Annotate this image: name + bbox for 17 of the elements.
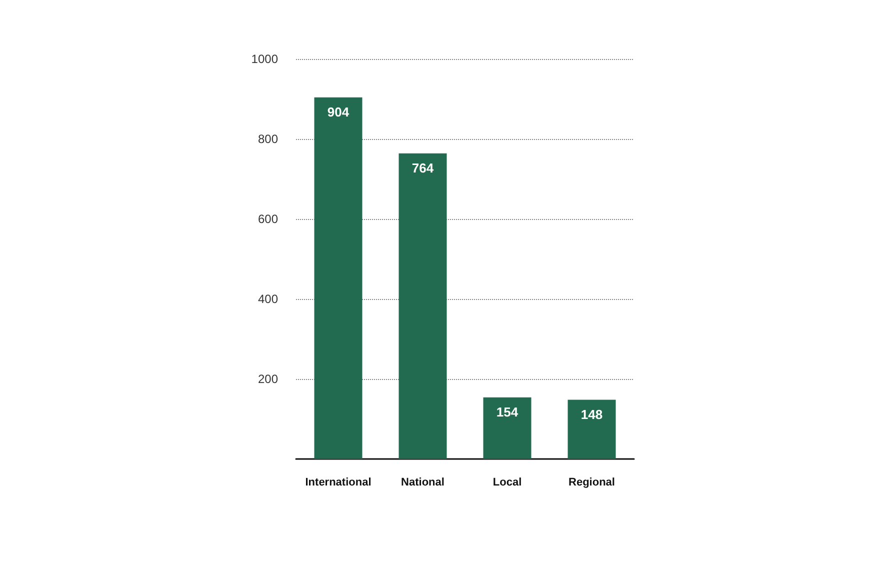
bar [568,400,616,459]
x-tick-label: Regional [568,476,615,488]
bar [398,153,447,459]
bar [314,97,362,459]
data-label: 148 [580,406,603,422]
x-tick-label: International [305,476,372,488]
data-label: 154 [496,404,519,420]
data-label: 764 [412,160,434,176]
y-tick-label: 600 [258,212,278,226]
x-tick-label: National [401,476,444,488]
y-tick-label: 800 [258,132,278,146]
y-tick-label: 400 [258,292,278,306]
data-label: 904 [327,104,350,120]
y-tick-label: 1000 [251,52,278,66]
x-tick-label: Local [492,476,522,488]
y-tick-label: 200 [258,372,278,386]
bar [483,397,532,459]
